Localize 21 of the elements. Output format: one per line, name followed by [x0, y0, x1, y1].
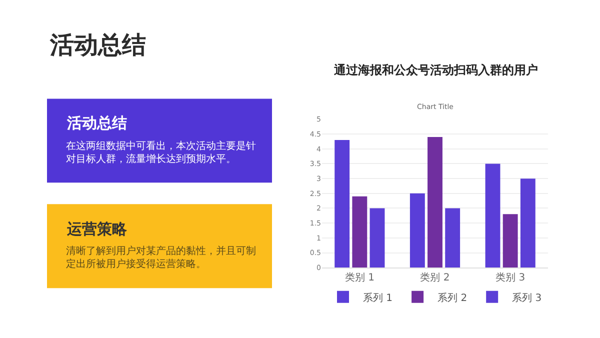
legend-label: 系列 2	[438, 292, 468, 304]
x-tick-label: 类别 1	[344, 272, 374, 284]
legend-label: 系列 1	[363, 292, 393, 304]
bar	[428, 137, 442, 268]
bar	[445, 208, 460, 268]
bar	[370, 208, 385, 268]
legend-label: 系列 3	[512, 292, 542, 304]
text: 运营策略	[66, 220, 128, 238]
bar	[352, 196, 368, 268]
x-tick-label: 类别 2	[420, 272, 450, 284]
text: 活动总结	[49, 31, 146, 59]
x-tick-label: 类别 3	[496, 272, 526, 284]
bar	[502, 214, 518, 268]
text: 清晰了解到用户对某产品的黏性，并且可制定出所被用户接受得运营策略。	[66, 245, 256, 270]
text: 在这两组数据中可看出，本次活动主要是针对目标人群，流量增长达到预期水平。	[66, 140, 256, 165]
bar	[485, 164, 500, 268]
bar	[520, 178, 536, 268]
bar	[334, 140, 350, 268]
text: 活动总结	[66, 114, 127, 132]
chart-title: 通过海报和公众号活动扫码入群的用户	[333, 63, 538, 77]
bar	[410, 193, 425, 268]
